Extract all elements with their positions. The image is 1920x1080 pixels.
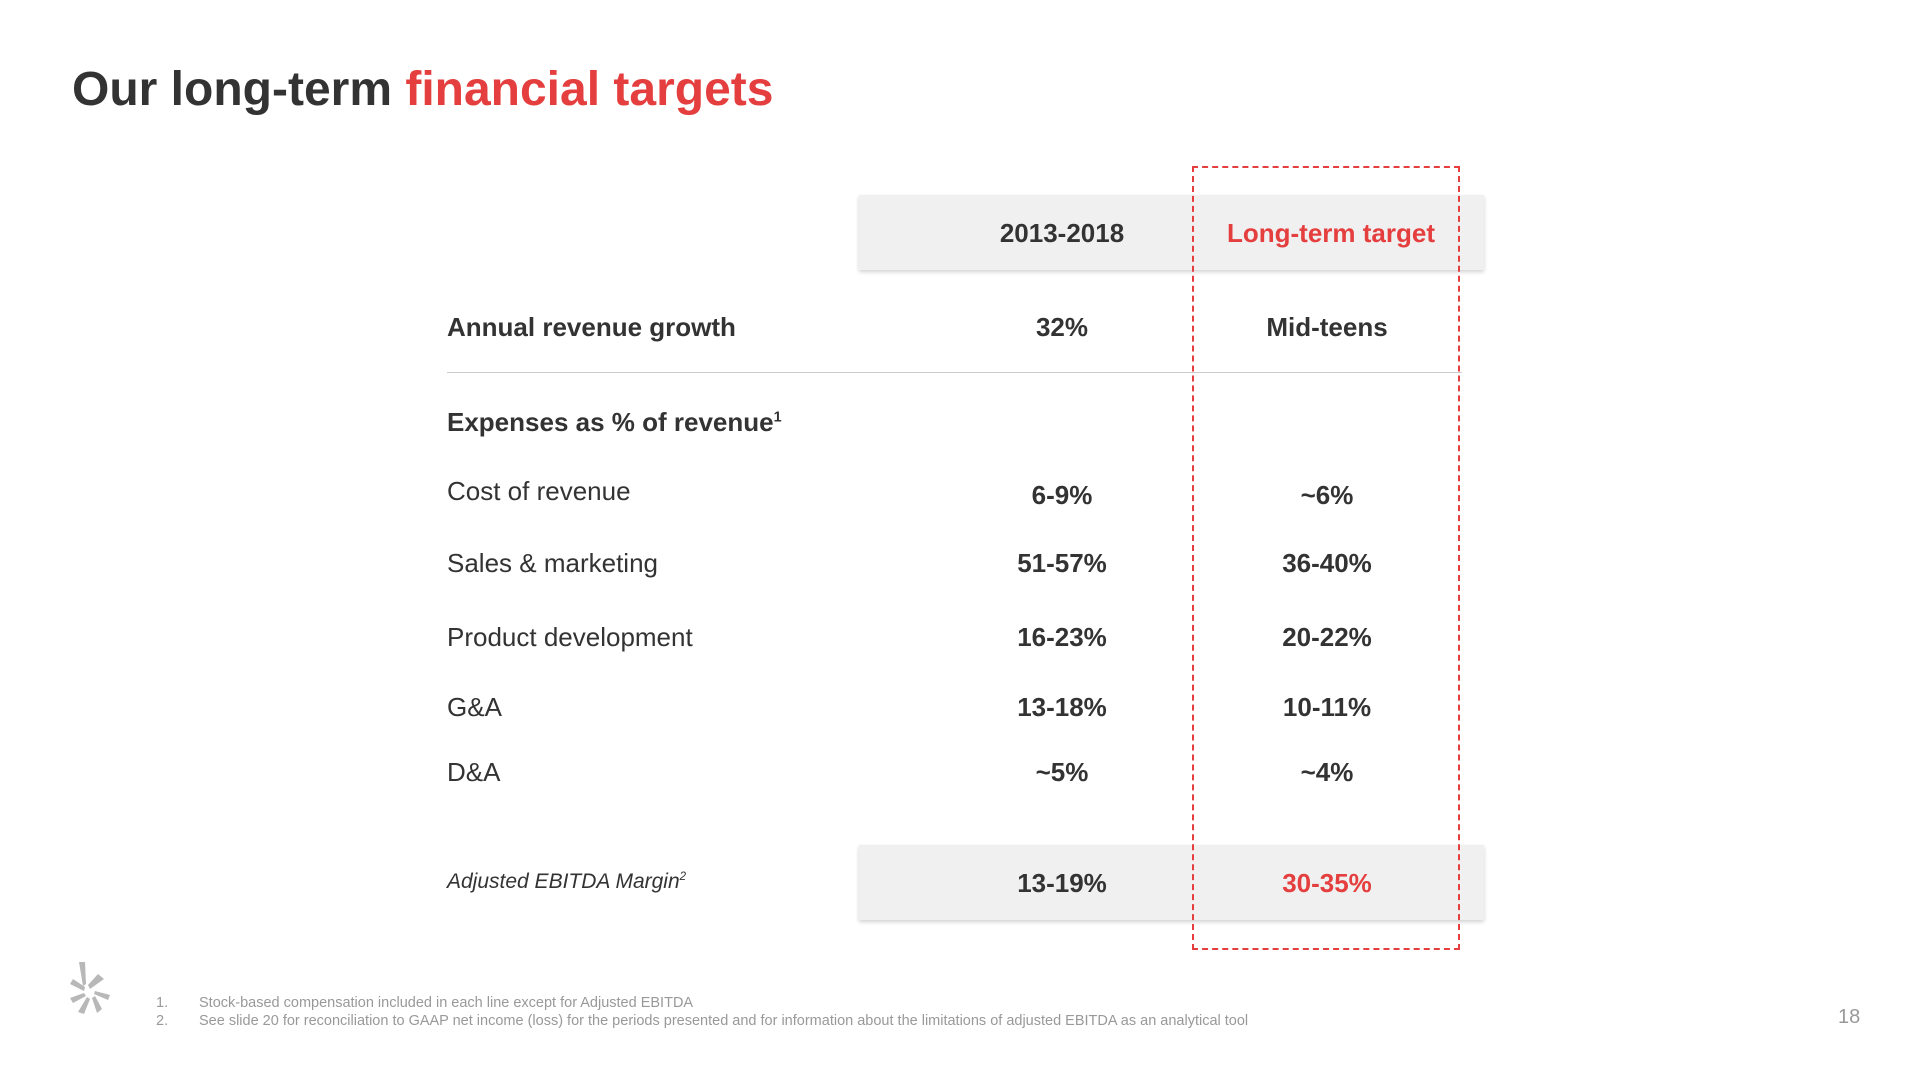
target-highlight-box xyxy=(1192,166,1460,950)
footnote: 1. Stock-based compensation included in e… xyxy=(156,994,1248,1012)
expense-row-label: G&A xyxy=(447,692,502,722)
footnote-marker: 2 xyxy=(679,871,687,883)
expense-row-target: ~6% xyxy=(1300,480,1354,510)
expense-row-target: 20-22% xyxy=(1282,622,1372,652)
page-number: 18 xyxy=(1838,1006,1861,1028)
ebitda-bar xyxy=(859,845,1484,920)
section-divider xyxy=(447,372,1462,373)
footnote-number: 2. xyxy=(156,1013,169,1029)
expense-row-target: 10-11% xyxy=(1282,692,1372,722)
expense-row-target: 36-40% xyxy=(1282,548,1372,578)
yelp-burst-icon xyxy=(70,962,110,1014)
footnote-text: Stock-based compensation included in eac… xyxy=(199,995,694,1011)
footnote: 2. See slide 20 for reconciliation to GAA… xyxy=(156,1012,1248,1030)
expense-row-label: D&A xyxy=(447,757,501,787)
ebitda-period: 13-19% xyxy=(1017,868,1107,898)
footnote-number: 1. xyxy=(156,995,169,1011)
expenses-heading: Expenses as % of revenue1 xyxy=(447,407,782,438)
expense-row-period: 13-18% xyxy=(1017,692,1107,722)
ebitda-label-text: Adjusted EBITDA Margin xyxy=(447,870,680,893)
column-header-bar xyxy=(859,195,1484,270)
expense-row-label: Sales & marketing xyxy=(447,548,658,578)
expense-row-label: Product development xyxy=(447,622,693,652)
footnote-text: See slide 20 for reconciliation to GAAP … xyxy=(199,1013,1249,1029)
header-target: Long-term target xyxy=(1227,218,1435,248)
title-highlight: financial targets xyxy=(405,63,774,116)
revenue-growth-target: Mid-teens xyxy=(1266,312,1388,342)
title-prefix: Our long-term xyxy=(72,63,406,116)
ebitda-label: Adjusted EBITDA Margin2 xyxy=(447,870,686,894)
expense-row-period: 51-57% xyxy=(1017,548,1107,578)
expense-row-period: ~5% xyxy=(1035,757,1089,787)
footnote-marker: 1 xyxy=(773,409,782,426)
page-title: Our long-term financial targets xyxy=(72,62,773,117)
footnotes: 1. Stock-based compensation included in e… xyxy=(156,994,1248,1030)
expense-row-period: 16-23% xyxy=(1017,622,1107,652)
revenue-growth-label: Annual revenue growth xyxy=(447,312,736,342)
header-period: 2013-2018 xyxy=(999,218,1125,248)
revenue-growth-period: 32% xyxy=(1035,312,1089,342)
expenses-heading-label: Expenses as % of revenue xyxy=(447,407,774,437)
ebitda-target: 30-35% xyxy=(1282,868,1372,898)
expense-row-label: Cost of revenue xyxy=(447,476,631,506)
expense-row-target: ~4% xyxy=(1300,757,1354,787)
expense-row-period: 6-9% xyxy=(1031,480,1093,510)
